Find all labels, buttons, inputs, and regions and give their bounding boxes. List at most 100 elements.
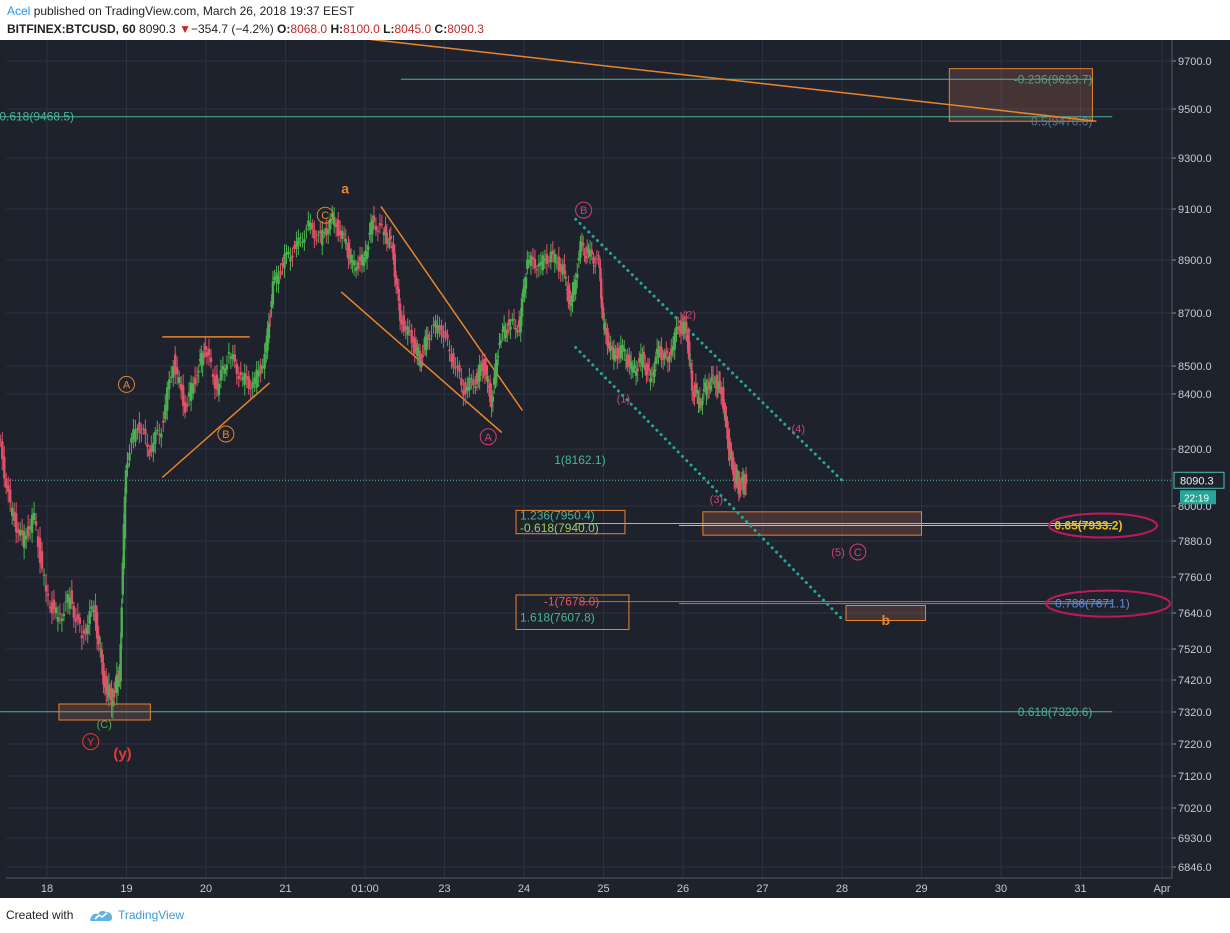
candle-body — [389, 235, 393, 239]
candle-body — [204, 345, 207, 350]
candle-body — [420, 361, 423, 368]
candle-body — [668, 356, 671, 361]
trendline-top — [369, 40, 1097, 122]
candle-body — [270, 300, 273, 308]
level-label-neg0618: -0.618(7940.0) — [520, 521, 599, 535]
candle-body — [507, 319, 511, 327]
wave-label: (1) — [617, 393, 630, 405]
tradingview-logo-icon[interactable] — [88, 907, 114, 923]
candle-body — [404, 325, 407, 330]
candle-body — [303, 239, 306, 243]
author-link[interactable]: Acel — [7, 4, 31, 18]
candle-body — [34, 521, 38, 526]
candle-body — [109, 691, 112, 693]
candle-body — [233, 354, 237, 362]
candle-body — [576, 273, 579, 279]
candle-body — [400, 319, 403, 325]
candle-body — [410, 330, 413, 344]
candle-body — [213, 376, 217, 389]
candle-body — [185, 404, 189, 407]
candle-body — [452, 352, 455, 368]
candle-body — [475, 373, 479, 384]
candle-body — [499, 340, 503, 344]
candle-body — [349, 255, 353, 263]
price-tick-label: 7520.0 — [1178, 644, 1212, 656]
candle-body — [638, 358, 641, 363]
candle-body — [115, 674, 119, 693]
candle-body — [16, 529, 20, 534]
candle-body — [18, 529, 22, 536]
candle-body — [553, 253, 557, 263]
candle-body — [121, 562, 124, 595]
candle-body — [372, 215, 376, 222]
candle-body — [523, 285, 526, 294]
candle-body — [483, 358, 487, 376]
candle-body — [84, 628, 87, 635]
price-chart[interactable]: 0.618(9468.5) -0.236(9623.7) 0.5(9470.0) 1(… — [0, 40, 1230, 898]
low-value: 8045.0 — [394, 22, 432, 36]
candle-body — [599, 278, 603, 299]
candle-body — [450, 354, 453, 362]
candle-body — [713, 381, 716, 384]
candle-body — [200, 353, 203, 365]
candle-body — [229, 356, 233, 359]
candle-body — [597, 255, 600, 257]
trendline-b-lower — [161, 382, 271, 479]
time-tick-label: 26 — [677, 883, 689, 895]
candle-body — [428, 338, 431, 340]
candle-body — [413, 338, 416, 353]
candle-body — [211, 373, 215, 378]
candle-body — [26, 526, 30, 537]
trendlines — [161, 40, 1097, 621]
candle-body — [424, 336, 427, 351]
candle-body — [645, 370, 648, 375]
time-axis[interactable]: 18 19 20 21 01:00 23 24 25 26 27 28 29 30 31 Apr — [6, 877, 1172, 895]
price-tick-label: 7220.0 — [1178, 739, 1212, 751]
candle-body — [491, 396, 495, 402]
time-tick-label: 25 — [597, 883, 609, 895]
price-axis[interactable]: 9700.0 9500.0 9300.0 9100.0 8900.0 8700.0 8500… — [1171, 40, 1225, 878]
candle-body — [693, 390, 696, 398]
tradingview-brand-link[interactable]: TradingView — [118, 908, 185, 922]
candle-body — [332, 216, 336, 226]
created-with-text: Created with — [6, 908, 74, 922]
candle-body — [197, 371, 200, 373]
candle-body — [588, 249, 592, 257]
candle-body — [495, 359, 499, 377]
low-label: L: — [383, 22, 395, 36]
candle-body — [623, 348, 626, 352]
wave-label-circle — [316, 206, 334, 224]
time-tick-label: Apr — [1153, 883, 1170, 895]
candle-body — [72, 605, 76, 619]
candle-body — [22, 531, 26, 548]
candle-body — [651, 374, 655, 376]
candle-body — [382, 231, 386, 236]
symbol-label[interactable]: BITFINEX:BTCUSD, 60 — [7, 22, 136, 36]
open-label: O: — [277, 22, 291, 36]
candle-body — [612, 348, 616, 361]
candle-body — [648, 368, 651, 370]
candle-body — [454, 367, 457, 369]
last-price: 8090.3 — [139, 22, 176, 36]
time-tick-label: 28 — [836, 883, 848, 895]
candle-body — [545, 253, 549, 264]
candle-body — [9, 489, 12, 503]
price-change: −354.7 (−4.2%) — [190, 22, 274, 36]
candle-body — [313, 229, 316, 239]
candle-body — [289, 257, 292, 262]
candle-body — [253, 377, 256, 384]
wave-label: (3) — [710, 494, 723, 506]
candle-body — [362, 257, 366, 267]
candle-body — [706, 389, 709, 391]
candle-body — [231, 354, 235, 360]
candle-body — [580, 242, 584, 245]
candle-body — [466, 386, 469, 392]
time-tick-label: 29 — [915, 883, 927, 895]
candle-body — [406, 326, 409, 336]
candle-body — [309, 222, 312, 230]
candle-body — [360, 254, 364, 266]
candle-body — [671, 345, 675, 351]
candle-body — [468, 377, 471, 391]
candle-body — [688, 341, 691, 357]
level-label-neg0236: -0.236(9623.7) — [1014, 72, 1093, 86]
